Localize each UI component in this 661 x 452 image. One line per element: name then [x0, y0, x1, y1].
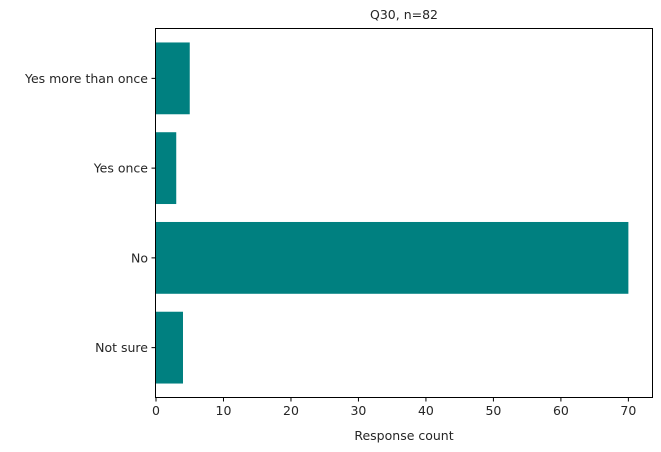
- y-tick-label: Yes more than once: [24, 71, 148, 86]
- x-tick-label: 60: [553, 403, 569, 418]
- y-axis: Yes more than once Yes once No Not sure: [24, 71, 156, 355]
- y-tick-label: Not sure: [95, 340, 148, 355]
- x-tick-label: 40: [418, 403, 434, 418]
- x-tick-label: 50: [485, 403, 501, 418]
- plot-frame: [155, 28, 653, 398]
- y-tick-label: Yes once: [93, 161, 149, 176]
- x-tick-label: 10: [216, 403, 232, 418]
- x-tick-label: 70: [620, 403, 636, 418]
- chart-title: Q30, n=82: [370, 7, 438, 22]
- bar-yes-more-than-once: [156, 42, 190, 115]
- bar-not-sure: [156, 311, 183, 384]
- x-tick-label: 0: [152, 403, 160, 418]
- x-axis: 0 10 20 30 40 50 60 70: [152, 397, 636, 418]
- bar-no: [156, 221, 629, 294]
- x-tick-label: 30: [350, 403, 366, 418]
- bar-yes-once: [156, 132, 177, 205]
- x-tick-label: 20: [283, 403, 299, 418]
- y-tick-label: No: [131, 250, 148, 265]
- axes-layer: [155, 28, 653, 398]
- bars-layer: [156, 42, 629, 384]
- x-axis-label: Response count: [354, 428, 453, 443]
